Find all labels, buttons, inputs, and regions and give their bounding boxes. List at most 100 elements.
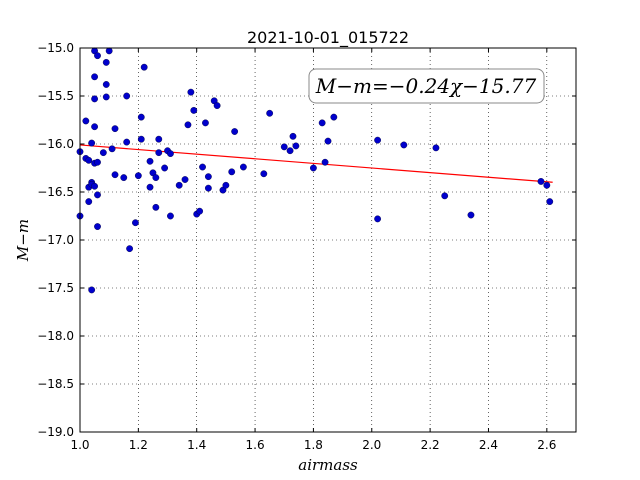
data-point bbox=[99, 149, 107, 157]
data-point bbox=[239, 163, 247, 171]
x-tick-label: 1.2 bbox=[129, 438, 148, 452]
data-point bbox=[184, 121, 192, 129]
data-point bbox=[146, 157, 154, 165]
data-point bbox=[155, 149, 163, 157]
y-tick-label: −17.0 bbox=[37, 233, 74, 247]
grid bbox=[79, 47, 576, 433]
data-point bbox=[228, 168, 236, 176]
data-point bbox=[108, 145, 116, 153]
data-point bbox=[152, 203, 160, 211]
data-point bbox=[266, 109, 274, 117]
data-point bbox=[292, 142, 300, 150]
data-point bbox=[102, 93, 110, 101]
data-point bbox=[85, 156, 93, 164]
data-point bbox=[102, 81, 110, 88]
data-point bbox=[190, 107, 198, 114]
data-point bbox=[330, 113, 338, 121]
data-point bbox=[202, 119, 209, 127]
data-point bbox=[467, 211, 475, 219]
data-point bbox=[134, 172, 142, 180]
data-point bbox=[91, 95, 98, 103]
data-point bbox=[167, 150, 174, 158]
x-tick-label: 1.6 bbox=[246, 438, 265, 452]
x-tick-label: 1.4 bbox=[187, 438, 206, 452]
y-tick-label: −15.5 bbox=[37, 89, 74, 103]
data-point bbox=[120, 174, 128, 182]
data-point bbox=[289, 132, 297, 140]
data-point bbox=[94, 158, 101, 166]
data-point bbox=[546, 198, 554, 206]
data-points bbox=[76, 47, 554, 294]
data-point bbox=[187, 88, 195, 96]
fit-annotation: M−m=−0.24χ−15.77 bbox=[308, 68, 545, 104]
data-point bbox=[213, 102, 221, 110]
data-point bbox=[161, 164, 169, 172]
data-point bbox=[137, 113, 145, 121]
data-point bbox=[321, 158, 329, 166]
x-tick-label: 2.0 bbox=[362, 438, 381, 452]
data-point bbox=[132, 219, 139, 227]
data-point bbox=[94, 52, 101, 60]
fit-annotation-text: M−m=−0.24χ−15.77 bbox=[315, 74, 537, 98]
data-point bbox=[91, 182, 98, 190]
data-point bbox=[137, 135, 145, 143]
y-tick-label: −15.0 bbox=[37, 41, 74, 55]
data-point bbox=[167, 212, 174, 220]
data-point bbox=[310, 164, 317, 172]
y-tick-label: −17.5 bbox=[37, 281, 74, 295]
x-tick-label: 2.2 bbox=[421, 438, 440, 452]
y-axis-label: M−m bbox=[14, 219, 32, 262]
data-point bbox=[196, 207, 204, 215]
data-point bbox=[400, 141, 408, 149]
data-point bbox=[175, 181, 183, 189]
data-point bbox=[286, 147, 294, 155]
data-point bbox=[441, 192, 449, 200]
x-tick-label: 1.8 bbox=[304, 438, 323, 452]
data-point bbox=[222, 181, 230, 189]
data-point bbox=[88, 286, 96, 294]
data-point bbox=[88, 139, 96, 147]
y-tick-label: −16.5 bbox=[37, 185, 74, 199]
data-point bbox=[537, 178, 545, 185]
x-tick-labels: 1.0 1.2 1.4 1.6 1.8 2.0 2.2 2.4 2.6 bbox=[70, 438, 556, 452]
data-point bbox=[94, 191, 101, 199]
data-point bbox=[111, 125, 119, 133]
data-point bbox=[126, 245, 134, 253]
data-point bbox=[146, 183, 154, 191]
data-point bbox=[543, 181, 551, 189]
data-point bbox=[181, 176, 189, 183]
data-point bbox=[204, 184, 212, 192]
data-point bbox=[111, 171, 119, 179]
y-tick-label: −18.0 bbox=[37, 329, 74, 343]
data-point bbox=[231, 128, 239, 135]
x-axis-label: airmass bbox=[298, 456, 358, 474]
y-tick-labels: −15.0 −15.5 −16.0 −16.5 −17.0 −17.5 −18.0 −18.5… bbox=[37, 41, 74, 439]
data-point bbox=[94, 223, 101, 230]
data-point bbox=[432, 144, 440, 152]
data-point bbox=[280, 143, 288, 151]
chart-title: 2021-10-01_015722 bbox=[247, 28, 409, 48]
ticks bbox=[79, 47, 576, 433]
x-tick-label: 2.4 bbox=[479, 438, 498, 452]
data-point bbox=[85, 198, 93, 206]
data-point bbox=[204, 173, 212, 181]
x-tick-label: 2.6 bbox=[537, 438, 556, 452]
data-point bbox=[123, 92, 131, 100]
data-point bbox=[82, 117, 90, 125]
data-point bbox=[318, 119, 326, 127]
data-point bbox=[105, 47, 113, 55]
fit-annotation-box bbox=[308, 68, 545, 104]
data-point bbox=[260, 170, 268, 178]
data-point bbox=[374, 136, 381, 144]
data-point bbox=[102, 59, 110, 66]
data-point bbox=[140, 63, 148, 71]
y-tick-label: −19.0 bbox=[37, 425, 74, 439]
y-tick-label: −18.5 bbox=[37, 377, 74, 391]
data-point bbox=[91, 73, 98, 81]
data-point bbox=[155, 135, 163, 143]
data-point bbox=[374, 215, 381, 223]
data-point bbox=[324, 137, 332, 145]
data-point bbox=[199, 163, 206, 171]
data-point bbox=[123, 138, 131, 146]
